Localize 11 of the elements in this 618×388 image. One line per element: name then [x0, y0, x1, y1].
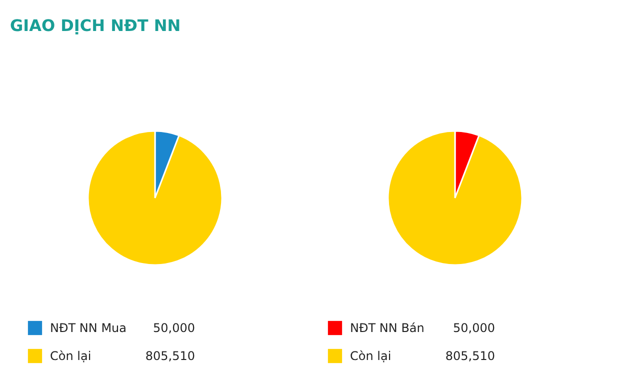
data-label: 50,000 [453, 321, 495, 335]
chart-title: GIAO DỊCH NĐT NN [10, 16, 181, 35]
legend-label: NĐT NN Mua [50, 321, 126, 335]
legend-label: Còn lại [350, 349, 392, 363]
data-label: 805,510 [445, 349, 495, 363]
data-label: 805,510 [145, 349, 195, 363]
data-label: 50,000 [153, 321, 195, 335]
pie-slice [387, 130, 523, 266]
legend-label: NĐT NN Bán [350, 321, 424, 335]
legend-label: Còn lại [50, 349, 92, 363]
pie-slice [87, 130, 223, 266]
